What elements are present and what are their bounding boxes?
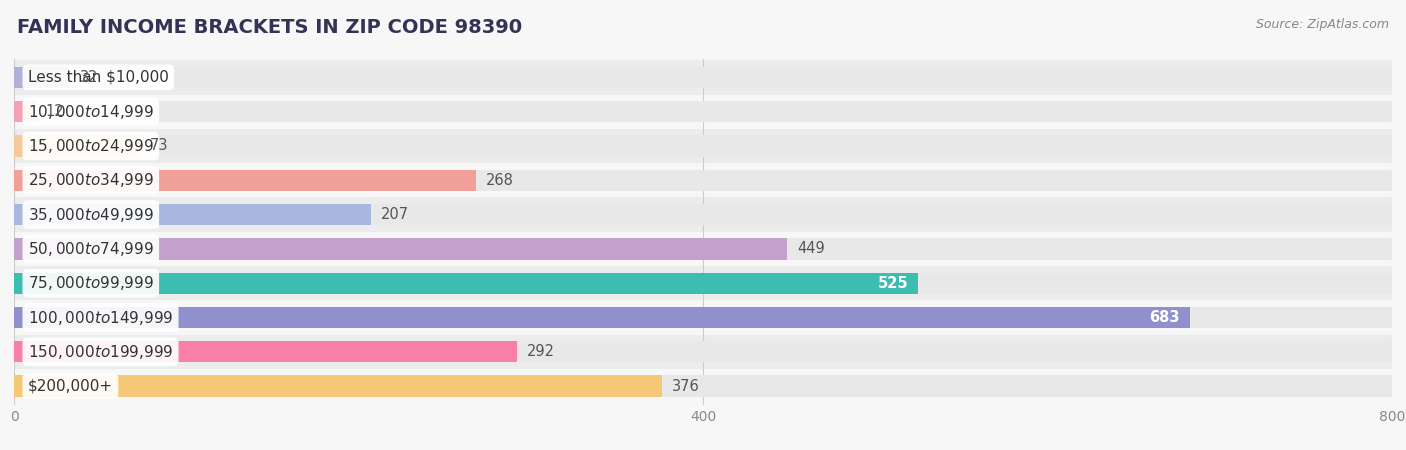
Bar bbox=[14, 60, 1392, 94]
Bar bbox=[14, 341, 517, 362]
Text: 683: 683 bbox=[1150, 310, 1180, 325]
Text: 32: 32 bbox=[80, 70, 98, 85]
Bar bbox=[14, 204, 1392, 225]
Bar bbox=[14, 67, 1392, 88]
Text: $150,000 to $199,999: $150,000 to $199,999 bbox=[28, 343, 173, 361]
Bar bbox=[14, 307, 1191, 328]
Text: 525: 525 bbox=[877, 276, 908, 291]
Bar bbox=[14, 232, 1392, 266]
Bar bbox=[14, 335, 1392, 369]
Text: $15,000 to $24,999: $15,000 to $24,999 bbox=[28, 137, 153, 155]
Text: 207: 207 bbox=[381, 207, 409, 222]
Bar bbox=[14, 170, 475, 191]
Bar bbox=[14, 238, 1392, 260]
Bar bbox=[14, 135, 139, 157]
Bar bbox=[14, 67, 69, 88]
Bar bbox=[14, 341, 1392, 362]
Text: $200,000+: $200,000+ bbox=[28, 378, 112, 394]
Text: 376: 376 bbox=[672, 378, 700, 394]
Text: 268: 268 bbox=[486, 173, 513, 188]
Bar bbox=[14, 129, 1392, 163]
Text: 73: 73 bbox=[150, 139, 169, 153]
Bar bbox=[14, 273, 1392, 294]
Bar bbox=[14, 204, 371, 225]
Bar bbox=[14, 300, 1392, 335]
Bar bbox=[14, 238, 787, 260]
Text: $10,000 to $14,999: $10,000 to $14,999 bbox=[28, 103, 153, 121]
Text: Less than $10,000: Less than $10,000 bbox=[28, 70, 169, 85]
Bar bbox=[14, 101, 35, 122]
Text: $75,000 to $99,999: $75,000 to $99,999 bbox=[28, 274, 153, 292]
Bar bbox=[14, 135, 1392, 157]
Text: $25,000 to $34,999: $25,000 to $34,999 bbox=[28, 171, 153, 189]
Bar bbox=[14, 198, 1392, 232]
Text: Source: ZipAtlas.com: Source: ZipAtlas.com bbox=[1256, 18, 1389, 31]
Text: $35,000 to $49,999: $35,000 to $49,999 bbox=[28, 206, 153, 224]
Bar bbox=[14, 273, 918, 294]
Bar bbox=[14, 307, 1392, 328]
Bar bbox=[14, 375, 662, 397]
Text: 12: 12 bbox=[45, 104, 63, 119]
Text: FAMILY INCOME BRACKETS IN ZIP CODE 98390: FAMILY INCOME BRACKETS IN ZIP CODE 98390 bbox=[17, 18, 522, 37]
Bar bbox=[14, 266, 1392, 300]
Text: 292: 292 bbox=[527, 344, 555, 359]
Bar bbox=[14, 170, 1392, 191]
Text: $50,000 to $74,999: $50,000 to $74,999 bbox=[28, 240, 153, 258]
Text: $100,000 to $149,999: $100,000 to $149,999 bbox=[28, 309, 173, 327]
Bar bbox=[14, 163, 1392, 198]
Text: 449: 449 bbox=[797, 241, 825, 256]
Bar bbox=[14, 375, 1392, 397]
Bar bbox=[14, 369, 1392, 403]
Bar bbox=[14, 101, 1392, 122]
Bar bbox=[14, 94, 1392, 129]
